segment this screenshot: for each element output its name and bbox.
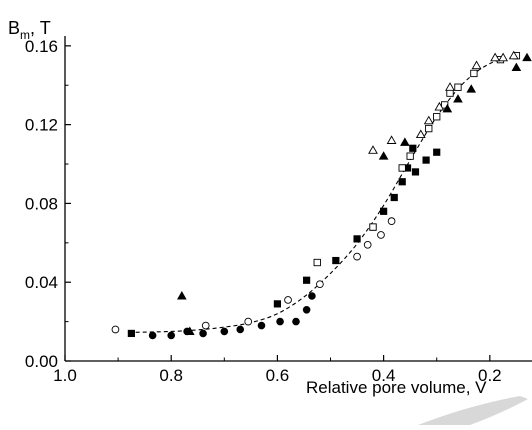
data-point-open-circle — [201, 321, 210, 330]
data-point-filled-circle — [308, 292, 316, 300]
data-point-filled-circle — [167, 331, 176, 340]
data-point-open-triangle — [508, 50, 519, 60]
data-point-filled-triangle — [522, 52, 532, 62]
data-point-open-circle — [111, 325, 120, 334]
y-tick-label: 0.12 — [25, 116, 58, 135]
fit-curve — [128, 56, 517, 333]
data-point-open-triangle — [445, 82, 455, 91]
x-tick-label: 0.8 — [159, 366, 183, 385]
data-point-open-square — [398, 164, 406, 172]
data-point-filled-circle — [220, 327, 229, 336]
data-points — [111, 50, 532, 340]
data-point-filled-triangle — [400, 137, 410, 146]
x-axis-label: Relative pore volume, V — [306, 378, 487, 397]
data-point-open-circle — [377, 231, 385, 239]
x-tick-label: 0.6 — [266, 366, 290, 385]
data-point-open-triangle — [368, 145, 378, 154]
data-point-filled-circle — [236, 325, 245, 334]
data-point-filled-square — [398, 178, 406, 186]
data-point-open-circle — [244, 317, 253, 326]
data-point-filled-triangle — [511, 62, 522, 72]
data-point-filled-circle — [302, 305, 311, 314]
data-point-open-circle — [387, 217, 396, 226]
page-curl-shadow — [418, 396, 528, 425]
data-point-filled-square — [433, 148, 441, 156]
data-point-filled-triangle — [378, 151, 389, 160]
data-point-filled-square — [411, 168, 420, 176]
data-point-open-triangle — [471, 60, 482, 70]
data-point-filled-square — [303, 276, 311, 284]
y-axis-label-main: B — [8, 18, 20, 38]
data-point-open-circle — [353, 252, 361, 261]
data-point-open-triangle — [498, 52, 509, 62]
data-point-open-triangle — [415, 129, 426, 139]
data-point-open-circle — [363, 240, 372, 249]
data-point-open-triangle — [423, 115, 434, 125]
fit-curve-layer — [128, 56, 517, 333]
data-point-filled-triangle — [466, 84, 477, 93]
y-tick-label: 0.00 — [25, 352, 58, 371]
data-point-filled-square — [409, 144, 417, 152]
data-point-filled-square — [273, 300, 282, 308]
data-point-open-triangle — [386, 135, 397, 144]
y-tick-label: 0.04 — [25, 273, 58, 292]
data-point-filled-circle — [257, 321, 266, 330]
data-point-open-triangle — [434, 101, 445, 111]
y-tick-label: 0.08 — [25, 194, 58, 213]
data-point-open-triangle — [490, 52, 501, 62]
y-axis-label-subscript: m — [20, 28, 30, 42]
axis-ticks: 1.0 0.8 0.6 0.4 0.2 0.00 0.04 0.08 0.12 0.16 — [25, 37, 502, 385]
y-axis-label: Bm, T — [8, 18, 51, 42]
data-point-open-square — [446, 89, 454, 97]
data-point-filled-square — [353, 235, 361, 243]
data-point-filled-circle — [292, 317, 300, 326]
data-point-open-square — [433, 113, 441, 121]
data-point-open-square — [425, 124, 433, 133]
data-point-open-square — [454, 83, 462, 91]
data-point-filled-square — [390, 193, 398, 202]
y-tick-label: 0.16 — [25, 37, 58, 56]
data-point-filled-triangle — [176, 291, 187, 300]
data-point-filled-square — [332, 256, 340, 265]
data-point-filled-triangle — [453, 94, 463, 103]
x-tick-label: 0.2 — [478, 366, 502, 385]
data-point-open-circle — [316, 280, 324, 289]
data-point-filled-circle — [276, 317, 284, 326]
x-tick-label: 0.4 — [372, 366, 396, 385]
x-tick-label: 1.0 — [53, 366, 77, 385]
data-point-open-square — [470, 69, 478, 78]
data-point-filled-circle — [199, 329, 207, 338]
data-point-open-circle — [284, 296, 292, 304]
data-point-open-square — [313, 258, 321, 267]
data-point-filled-circle — [148, 331, 157, 340]
y-axis-label-unit: , T — [30, 18, 51, 38]
data-point-open-square — [406, 152, 414, 160]
data-point-filled-square — [380, 207, 388, 215]
data-point-filled-circle — [183, 327, 191, 336]
data-point-filled-triangle — [442, 103, 453, 113]
data-point-filled-square — [127, 329, 135, 338]
data-point-filled-square — [422, 156, 430, 164]
data-point-open-square — [369, 223, 377, 231]
axes — [64, 36, 532, 362]
